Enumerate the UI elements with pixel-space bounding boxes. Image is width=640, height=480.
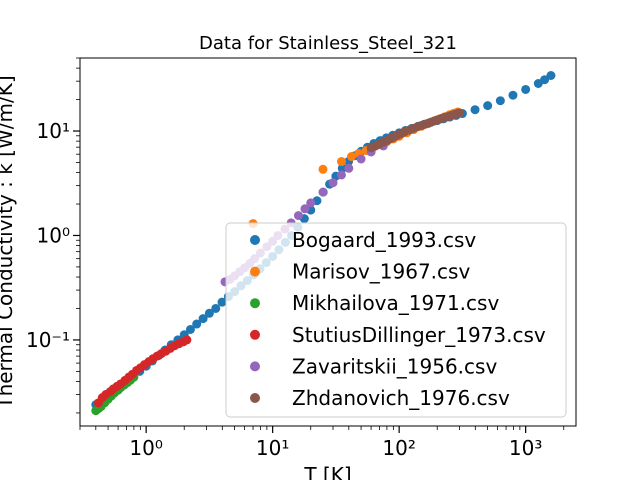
data-points bbox=[91, 71, 556, 416]
y-tick-label: 10¹ bbox=[37, 119, 70, 143]
data-point bbox=[337, 163, 347, 173]
series-5 bbox=[366, 108, 465, 153]
data-point bbox=[336, 157, 346, 167]
y-tick-label: 10⁰ bbox=[37, 223, 70, 247]
legend-label: Bogaard_1993.csv bbox=[292, 228, 476, 252]
axis-ticks: 10⁰ 10¹ 10² 10³ 10⁻¹ 10⁰ 10¹ bbox=[26, 57, 565, 460]
legend-label: Marisov_1967.csv bbox=[292, 260, 470, 284]
data-point bbox=[328, 178, 338, 188]
legend-label: StutiusDillinger_1973.csv bbox=[292, 323, 546, 347]
legend-marker bbox=[250, 361, 260, 372]
data-point bbox=[546, 71, 556, 80]
x-axis-label: T [K] bbox=[303, 463, 351, 480]
y-tick-label: 10⁻¹ bbox=[26, 328, 70, 352]
data-point bbox=[192, 319, 202, 329]
x-tick-label: 10¹ bbox=[256, 436, 289, 460]
x-tick-label: 10² bbox=[382, 436, 415, 460]
data-point bbox=[217, 297, 227, 307]
legend-marker bbox=[250, 235, 260, 245]
legend-label: Mikhailova_1971.csv bbox=[292, 291, 499, 315]
data-point bbox=[306, 198, 316, 208]
data-point bbox=[300, 204, 310, 214]
data-point bbox=[204, 308, 214, 318]
data-point bbox=[346, 152, 356, 162]
data-point bbox=[198, 314, 208, 324]
series-3 bbox=[93, 335, 192, 408]
legend: Bogaard_1993.csv Marisov_1967.csv Mikhailo… bbox=[225, 222, 567, 418]
legend-marker bbox=[250, 266, 260, 277]
x-tick-label: 10⁰ bbox=[129, 436, 162, 460]
plot-frame bbox=[79, 57, 577, 427]
legend-marker bbox=[250, 393, 260, 403]
legend-marker bbox=[250, 298, 260, 309]
data-point bbox=[336, 170, 346, 180]
data-point bbox=[483, 101, 493, 111]
legend-box bbox=[225, 222, 567, 418]
chart-title: Data for Stainless_Steel_321 bbox=[199, 33, 457, 54]
data-point bbox=[211, 303, 221, 313]
data-point bbox=[495, 96, 505, 106]
data-point bbox=[185, 324, 195, 334]
data-point bbox=[508, 90, 518, 100]
data-point bbox=[521, 84, 531, 94]
x-tick-label: 10³ bbox=[509, 436, 542, 460]
y-axis-label: Thermal Conductivity : k [W/m/K] bbox=[0, 75, 17, 409]
data-point bbox=[344, 163, 354, 173]
data-point bbox=[470, 105, 480, 115]
data-point bbox=[318, 187, 328, 197]
data-point bbox=[182, 335, 192, 345]
data-point bbox=[293, 211, 303, 221]
data-point bbox=[540, 75, 550, 85]
legend-label: Zavaritskii_1956.csv bbox=[292, 354, 497, 378]
data-point bbox=[318, 164, 328, 174]
data-point bbox=[356, 154, 366, 164]
legend-marker bbox=[250, 329, 260, 340]
data-point bbox=[455, 108, 465, 118]
legend-label: Zhdanovich_1976.csv bbox=[292, 386, 510, 410]
